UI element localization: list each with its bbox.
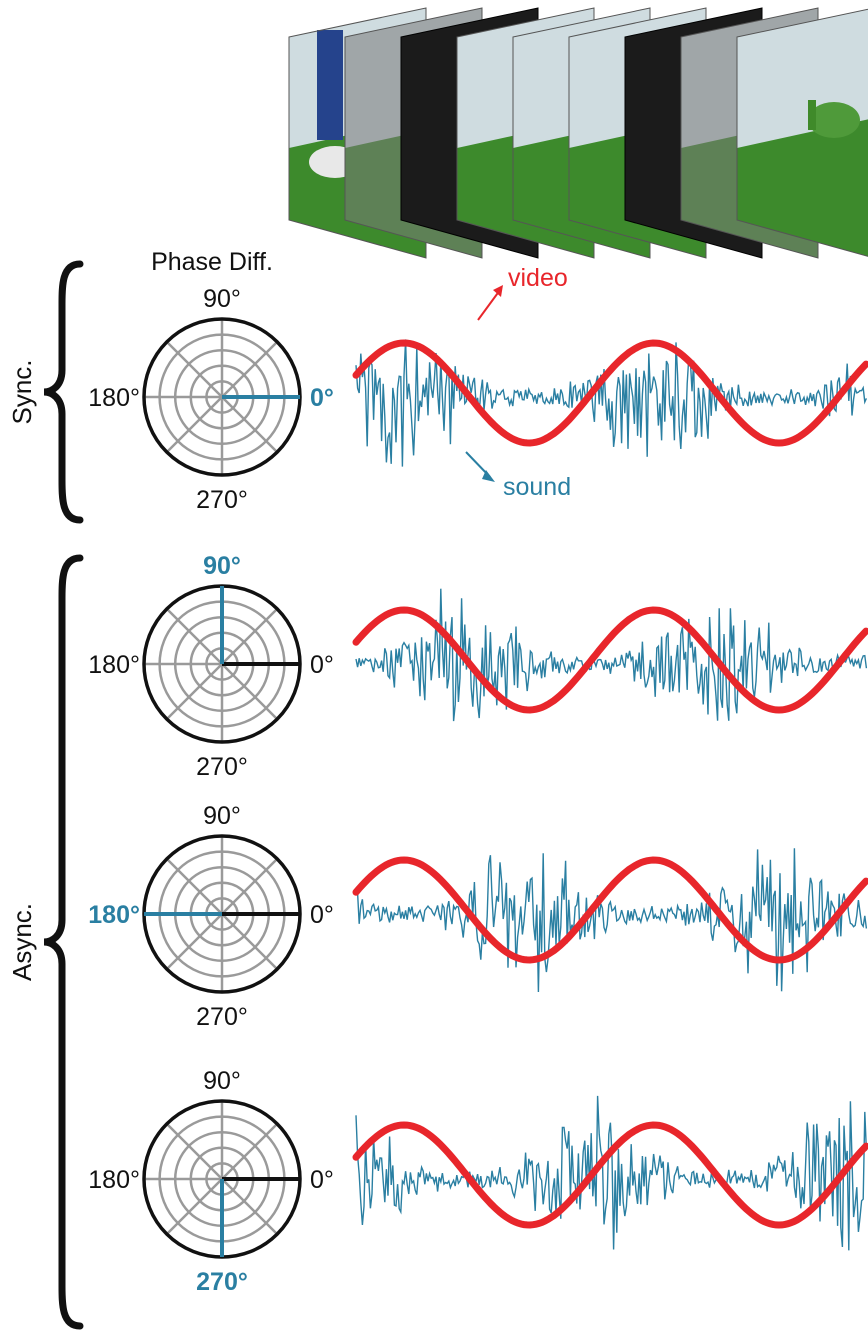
sync-brace — [43, 260, 84, 524]
film-frame-scene — [736, 8, 868, 257]
polar-phase-plot: 90° 270° 180° 0° — [88, 802, 334, 1031]
polar-label-left: 180° — [88, 651, 140, 679]
video-label: video — [508, 264, 568, 292]
async-brace — [43, 554, 84, 1330]
sound-waveform — [355, 1095, 868, 1251]
phase-diff-title: Phase Diff. — [151, 248, 273, 276]
polar-label-top: 90° — [203, 802, 241, 830]
polar-phase-plot: 90° 270° 180° 0° — [88, 552, 334, 781]
polar-label-right: 0° — [310, 1166, 334, 1194]
phase-row-180: 90° 270° 180° 0° — [88, 802, 868, 1031]
polar-label-bottom: 270° — [196, 1268, 248, 1296]
sync-group-label: Sync. — [7, 359, 37, 424]
phase-row-0: 90° 270° 180° 0° — [88, 285, 868, 514]
polar-label-left: 180° — [88, 384, 140, 412]
video-curve — [352, 856, 868, 964]
phase-row-270: 90° 270° 180° 0° — [88, 1067, 868, 1296]
video-curve — [352, 1121, 868, 1229]
polar-label-right: 0° — [310, 384, 334, 412]
video-curve — [352, 606, 868, 714]
polar-label-bottom: 270° — [196, 1003, 248, 1031]
polar-label-left: 180° — [88, 1166, 140, 1194]
sound-label: sound — [503, 473, 571, 501]
polar-label-top: 90° — [203, 552, 241, 580]
polar-label-top: 90° — [203, 1067, 241, 1095]
polar-label-left: 180° — [88, 901, 140, 929]
sound-waveform — [355, 848, 868, 993]
phase-row-90: 90° 270° 180° 0° — [88, 552, 868, 781]
polar-label-top: 90° — [203, 285, 241, 313]
video-arrow — [477, 289, 501, 321]
polar-label-bottom: 270° — [196, 753, 248, 781]
video-filmstrip — [288, 7, 868, 259]
sound-waveform — [355, 588, 868, 722]
video-curve — [352, 339, 868, 447]
polar-phase-plot: 90° 270° 180° 0° — [88, 1067, 334, 1296]
polar-label-bottom: 270° — [196, 486, 248, 514]
polar-phase-plot: 90° 270° 180° 0° — [88, 285, 334, 514]
async-group-label: Async. — [7, 903, 37, 981]
polar-label-right: 0° — [310, 901, 334, 929]
polar-label-right: 0° — [310, 651, 334, 679]
